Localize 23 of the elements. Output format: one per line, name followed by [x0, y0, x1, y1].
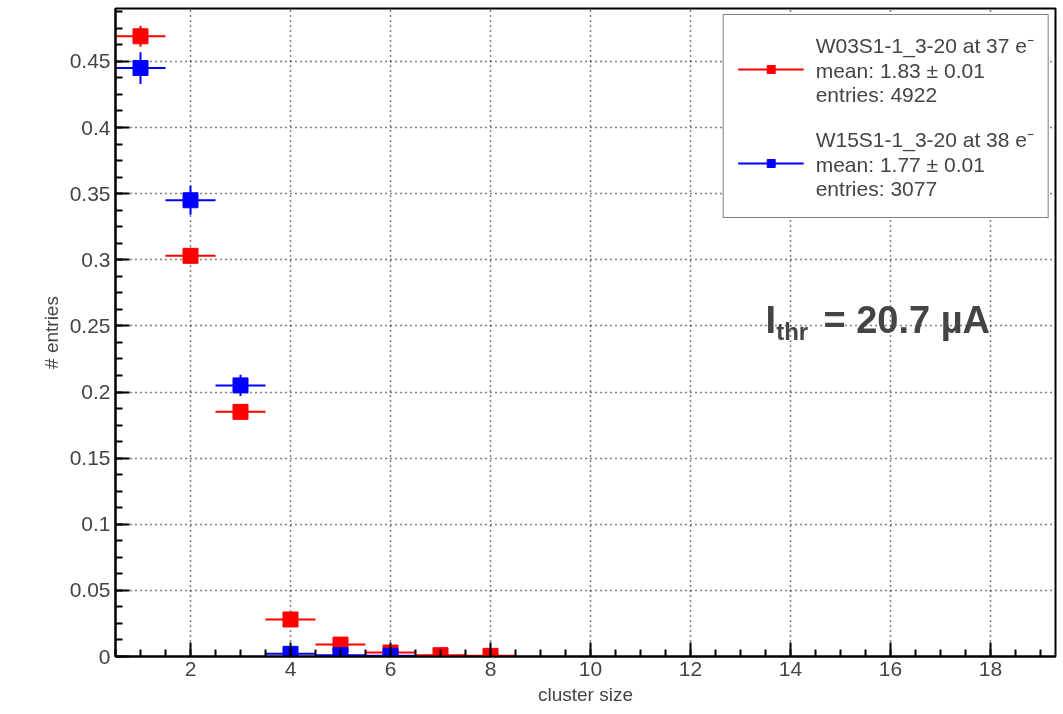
x-tick-label: 14	[778, 656, 803, 680]
x-tick-label: 18	[978, 656, 1003, 680]
x-tick-label: 4	[284, 656, 297, 680]
y-tick-label: 0.2	[81, 380, 111, 404]
x-tick-label: 2	[184, 656, 197, 680]
x-tick-label: 8	[484, 656, 497, 680]
y-tick-label: 0.3	[81, 247, 111, 271]
x-tick-label: 10	[578, 656, 603, 680]
x-tick-label: 6	[384, 656, 397, 680]
x-tick-label: 12	[678, 656, 703, 680]
y-axis-title: # entries	[40, 296, 62, 369]
legend-label: W03S1-1_3-20 at 37 e⁻ mean: 1.83 ± 0.01 entries: 4922	[815, 33, 1034, 108]
y-tick-label: 0	[98, 644, 111, 668]
y-tick-label: 0.1	[81, 512, 111, 536]
y-tick-label: 0.35	[69, 181, 111, 205]
y-tick-label: 0.25	[69, 313, 111, 337]
x-tick-label: 16	[878, 656, 903, 680]
y-tick-label: 0.05	[69, 578, 111, 602]
y-tick-label: 0.15	[69, 446, 111, 470]
x-axis-title: cluster size	[537, 683, 634, 705]
y-tick-label: 0.4	[81, 115, 111, 139]
legend-label: W15S1-1_3-20 at 38 e⁻ mean: 1.77 ± 0.01 entries: 3077	[815, 127, 1034, 202]
y-tick-label: 0.45	[69, 49, 111, 73]
